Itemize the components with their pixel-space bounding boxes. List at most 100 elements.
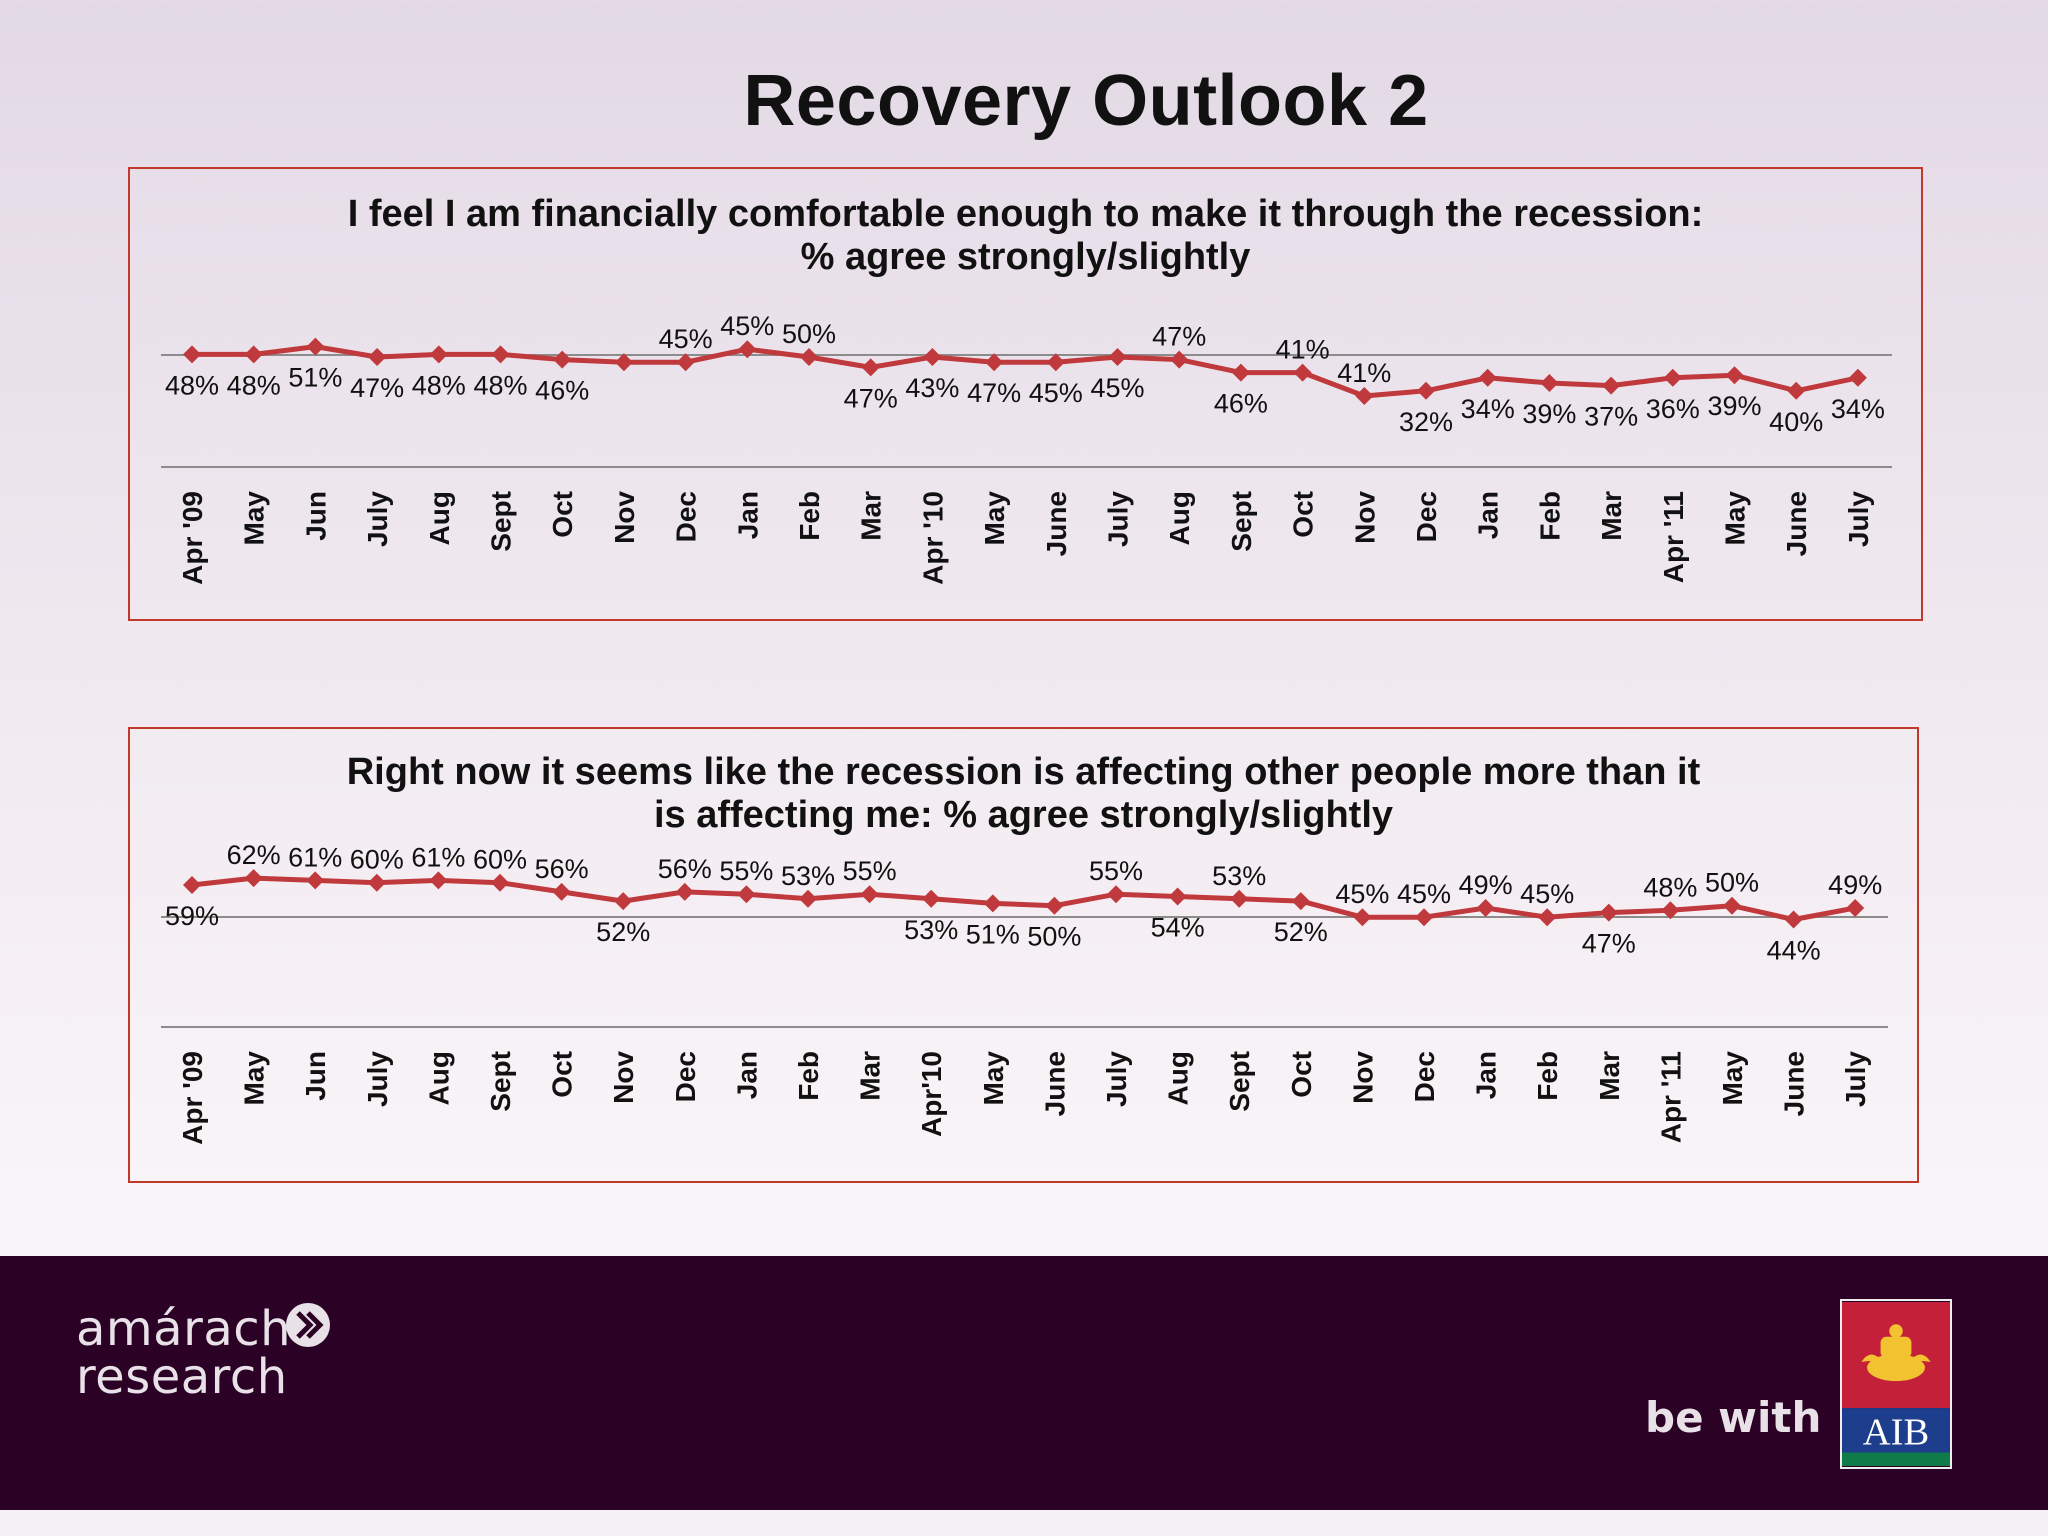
data-label: 51%	[966, 919, 1020, 949]
data-point	[1787, 381, 1806, 400]
data-label: 48%	[227, 370, 281, 400]
x-tick-label: Oct	[547, 1051, 578, 1098]
data-point	[368, 348, 387, 366]
data-label: 36%	[1646, 394, 1700, 424]
data-label: 47%	[967, 378, 1021, 408]
chart-panel-recession-affecting-others: Right now it seems like the recession is…	[128, 727, 1919, 1183]
x-tick-label: Oct	[1286, 1051, 1317, 1098]
chart-panel-financial-comfort: I feel I am financially comfortable enou…	[128, 167, 1923, 621]
be-with-tagline: be with	[1645, 1393, 1822, 1442]
data-point	[183, 345, 201, 364]
ark-emblem-icon	[1861, 1324, 1931, 1382]
data-point	[1170, 350, 1189, 369]
line-chart-recession-affecting-others: 59% Apr '09 62% May 61% Jun 60% July 61% Aug 60% Se…	[161, 840, 1888, 1145]
data-point	[1599, 903, 1618, 922]
data-label: 55%	[1089, 856, 1143, 886]
line-chart-financial-comfort: 48% Apr '09 48% May 51% Jun 47% July 48% Aug 48% Se…	[161, 311, 1892, 585]
x-tick-label: May	[979, 491, 1010, 546]
x-tick-label: Apr '09	[177, 1051, 208, 1145]
x-tick-label: Oct	[547, 491, 578, 538]
x-tick-label: Nov	[609, 491, 640, 544]
x-tick-label: June	[1041, 491, 1072, 556]
data-point	[922, 889, 941, 908]
data-point	[1784, 910, 1803, 929]
data-label: 48%	[1643, 872, 1697, 902]
data-point	[491, 345, 510, 364]
x-tick-label: Feb	[1532, 1051, 1563, 1101]
data-point	[985, 353, 1004, 372]
data-point	[1725, 366, 1744, 385]
x-tick-label: Apr '10	[917, 491, 948, 585]
x-tick-label: July	[1843, 491, 1874, 547]
data-label: 54%	[1151, 913, 1205, 943]
data-label: 60%	[473, 845, 527, 875]
data-label: 45%	[720, 311, 774, 341]
chart-title: I feel I am financially comfortable enou…	[130, 193, 1921, 279]
data-point	[1108, 348, 1127, 366]
data-point	[923, 348, 942, 366]
data-label: 52%	[1274, 917, 1328, 947]
x-tick-label: Aug	[1163, 1051, 1194, 1105]
x-tick-label: Dec	[670, 1051, 701, 1102]
x-tick-label: Dec	[1411, 491, 1442, 542]
x-tick-label: Aug	[424, 491, 455, 545]
x-tick-label: Sept	[486, 491, 517, 552]
data-point	[1538, 908, 1557, 927]
data-point	[1848, 368, 1867, 387]
x-tick-label: Mar	[856, 491, 887, 541]
data-point	[552, 882, 571, 901]
data-point	[1291, 892, 1310, 911]
data-point	[860, 885, 879, 904]
data-label: 47%	[350, 373, 404, 403]
data-point	[553, 350, 572, 369]
aib-wordmark: AIB	[1863, 1412, 1929, 1454]
data-point	[1602, 376, 1621, 395]
chart-title-line2: is affecting me: % agree strongly/slight…	[653, 794, 1394, 836]
x-tick-label: Dec	[1409, 1051, 1440, 1102]
x-tick-label: Mar	[1596, 491, 1627, 541]
data-point	[1046, 353, 1065, 372]
data-point	[1540, 374, 1559, 392]
data-label: 56%	[658, 854, 712, 884]
x-tick-label: May	[978, 1051, 1009, 1106]
data-label: 47%	[1582, 929, 1636, 959]
data-label: 34%	[1461, 394, 1515, 424]
x-tick-label: June	[1779, 1051, 1810, 1116]
data-point	[1415, 908, 1433, 927]
data-label: 32%	[1399, 407, 1453, 437]
data-point	[244, 869, 263, 888]
data-point	[861, 358, 880, 377]
x-tick-label: July	[362, 1051, 393, 1107]
data-label: 39%	[1522, 399, 1576, 429]
chart-title-line1: I feel I am financially comfortable enou…	[347, 193, 1704, 235]
data-point	[491, 873, 509, 892]
data-label: 48%	[412, 370, 466, 400]
data-label: 44%	[1767, 936, 1821, 966]
data-label: 53%	[781, 861, 835, 891]
data-point	[675, 882, 694, 901]
data-label: 61%	[288, 842, 342, 872]
x-tick-label: July	[362, 491, 393, 547]
data-label: 55%	[843, 856, 897, 886]
data-label: 34%	[1831, 394, 1885, 424]
x-tick-label: Dec	[671, 491, 702, 542]
data-label: 45%	[1029, 378, 1083, 408]
data-label: 50%	[1027, 922, 1081, 952]
data-label: 45%	[659, 324, 713, 354]
data-label: 47%	[844, 383, 898, 413]
x-tick-label: May	[239, 491, 270, 546]
data-point	[1417, 381, 1435, 400]
data-label: 39%	[1707, 391, 1761, 421]
x-tick-label: Sept	[485, 1051, 516, 1112]
data-point	[1663, 368, 1682, 387]
data-label: 43%	[905, 373, 959, 403]
data-point	[367, 873, 386, 892]
chart-title-line1: Right now it seems like the recession is…	[346, 751, 1701, 793]
data-label: 50%	[782, 319, 836, 349]
data-label: 45%	[1397, 879, 1451, 909]
x-tick-label: May	[1720, 491, 1751, 546]
x-tick-label: Mar	[855, 1051, 886, 1101]
series-line	[192, 344, 1859, 399]
data-label: 46%	[535, 376, 589, 406]
x-tick-label: Apr'10	[916, 1051, 947, 1137]
